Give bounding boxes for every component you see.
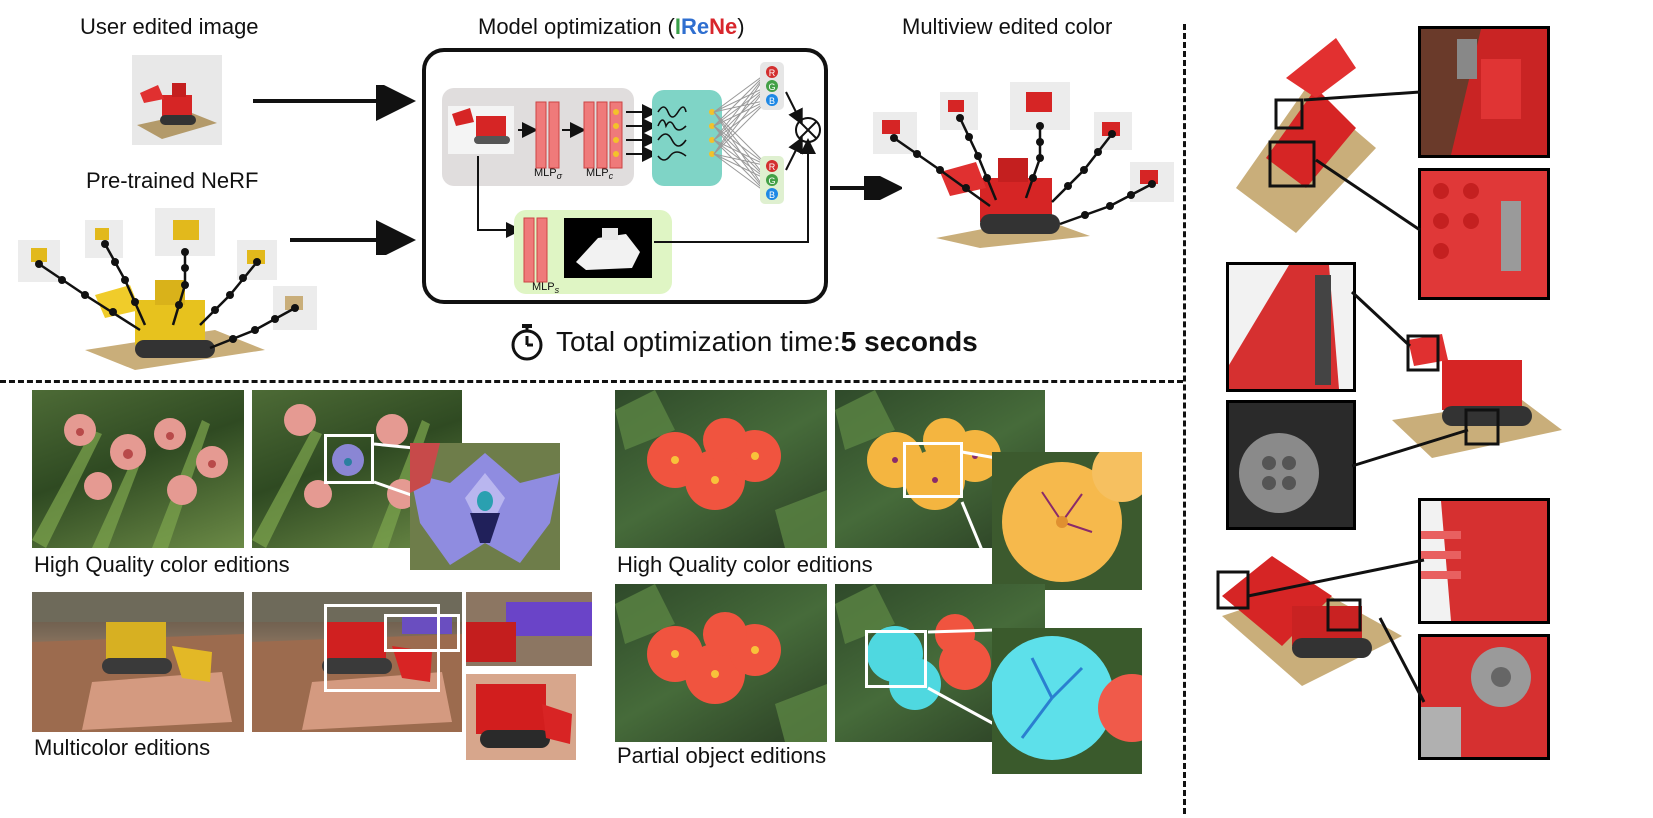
lily-yellow-zoom	[992, 452, 1142, 590]
lego-zoom-2b	[1226, 400, 1356, 530]
multicolor-label: Multicolor editions	[34, 735, 211, 760]
partial-label: Partial object editions	[617, 743, 827, 768]
horizontal-divider	[0, 380, 1183, 383]
lily-cyan-zoom-box	[865, 630, 927, 688]
model-box	[422, 48, 828, 304]
rgb-top-r	[766, 66, 778, 78]
hq-label-left: High Quality color editions	[34, 552, 290, 577]
bulldozer-zoom-top	[466, 592, 592, 666]
rgb-bottom-b	[766, 188, 778, 200]
lego-zoom-1a	[1418, 26, 1550, 158]
rgb-bottom-b-text: B	[769, 190, 775, 200]
multiview-label: Multiview edited color	[902, 14, 1113, 39]
network-diagram: MLPσ MLPc R G B R G B	[442, 62, 821, 295]
model-optimization-title: Model optimization (IReNe)	[478, 14, 745, 40]
orchid-zoom-box	[324, 434, 374, 484]
rgb-bottom-r-text: R	[769, 162, 776, 172]
bulldozer-zoom-box-large	[324, 604, 440, 692]
lily-yellow-zoom-connector	[960, 450, 998, 585]
model-title-suffix: )	[737, 14, 745, 39]
lego-view-1	[1236, 38, 1376, 233]
bulldozer-zoom-bottom	[466, 674, 576, 760]
time-value: 5 seconds	[840, 326, 978, 357]
pretrained-nerf-diagram	[18, 208, 317, 370]
bulldozer-edited	[252, 592, 462, 732]
lily-cyan-zoom	[992, 628, 1142, 774]
rgb-top-g	[766, 80, 778, 92]
multiview-diagram	[873, 82, 1174, 248]
lego-zoom-1b	[1418, 168, 1550, 300]
irene-i: I	[674, 14, 681, 39]
rgb-top-b	[766, 94, 778, 106]
lego-view-3	[1216, 556, 1402, 686]
rgb-top-b-text: B	[769, 96, 775, 106]
lily-cyan-zoom-connector	[927, 628, 995, 726]
rgb-bottom-g-text: G	[768, 176, 775, 186]
bulldozer-original	[32, 592, 244, 732]
mlp-s-label: MLPs	[532, 281, 560, 295]
lego-zoom-2a	[1226, 262, 1356, 392]
lego-connectors-3	[1247, 558, 1426, 703]
lily-original-1	[615, 390, 827, 548]
lego-zoom-3a	[1418, 498, 1550, 624]
rgb-top-r-text: R	[769, 68, 776, 78]
rgb-top-g-text: G	[768, 82, 775, 92]
lego-zoom-3b	[1418, 634, 1550, 760]
rgb-bottom-r	[766, 160, 778, 172]
user-edited-label: User edited image	[80, 14, 259, 39]
lego-connectors-2	[1350, 290, 1469, 468]
bulldozer-zoom-box-small	[384, 614, 460, 652]
orchid-original	[32, 390, 244, 548]
time-prefix: Total optimization time:	[556, 326, 841, 357]
lily-original-2	[615, 584, 827, 742]
irene-re: Re	[681, 14, 710, 39]
timer-row: Total optimization time: 5 seconds	[508, 322, 978, 362]
orchid-zoom	[410, 443, 560, 570]
mlp-sigma-label: MLPσ	[534, 167, 563, 181]
pretrained-nerf-label: Pre-trained NeRF	[86, 168, 259, 193]
lego-connectors-1	[1303, 90, 1421, 232]
lego-view-2	[1392, 334, 1562, 458]
model-title-prefix: Model optimization (	[478, 14, 675, 39]
rgb-bottom-g	[766, 174, 778, 186]
lily-edited-yellow	[835, 390, 1045, 548]
input-arrows	[253, 85, 416, 255]
mlp-c-label: MLPc	[586, 167, 614, 181]
vertical-divider	[1183, 24, 1186, 814]
stopwatch-icon	[511, 324, 543, 361]
red-bulldozer-icon	[137, 83, 217, 139]
output-arrow	[830, 176, 902, 200]
orchid-zoom-connector	[373, 442, 415, 498]
hq-label-right: High Quality color editions	[617, 552, 873, 577]
user-edited-thumbnail	[132, 55, 222, 145]
lily-yellow-zoom-box	[903, 442, 963, 498]
irene-ne: Ne	[709, 14, 738, 39]
